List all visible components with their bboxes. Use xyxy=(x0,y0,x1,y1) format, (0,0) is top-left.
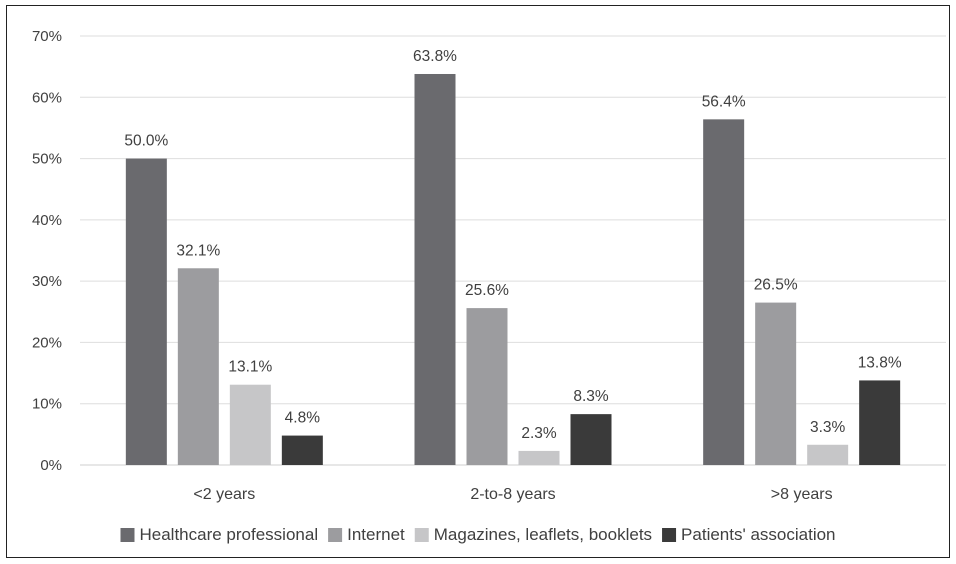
bar xyxy=(570,414,612,465)
bar xyxy=(125,158,167,466)
x-tick-label: <2 years xyxy=(193,486,255,503)
legend-item: Magazines, leaflets, booklets xyxy=(414,525,652,544)
legend-swatch xyxy=(662,528,677,542)
bar xyxy=(859,380,901,465)
legend-label: Internet xyxy=(347,525,405,544)
bar xyxy=(703,119,745,465)
y-tick-label: 20% xyxy=(32,334,62,351)
data-label: 2.3% xyxy=(521,425,557,442)
legend: Healthcare professional Internet Magazines… xyxy=(120,525,836,544)
y-tick-label: 60% xyxy=(32,89,62,106)
legend-item: Healthcare professional xyxy=(120,525,318,544)
data-label: 63.8% xyxy=(413,48,457,65)
gridlines xyxy=(80,35,946,466)
bars xyxy=(125,73,901,466)
data-label: 8.3% xyxy=(573,388,609,405)
data-labels: 50.0% 32.1% 13.1% 4.8% 63.8% 25.6% 2.3% 8.3% 56.… xyxy=(124,48,902,442)
y-tick-label: 30% xyxy=(32,273,62,290)
y-axis-ticks: 0% 10% 20% 30% 40% 50% 60% 70% xyxy=(32,28,62,474)
data-label: 25.6% xyxy=(465,282,509,299)
x-tick-label: 2-to-8 years xyxy=(470,486,555,503)
data-label: 26.5% xyxy=(754,277,798,294)
data-label: 3.3% xyxy=(810,419,846,436)
bar xyxy=(177,268,219,465)
x-axis-categories: <2 years 2-to-8 years >8 years xyxy=(193,486,832,503)
legend-label: Patients' association xyxy=(681,525,835,544)
data-label: 4.8% xyxy=(285,410,321,427)
bar xyxy=(518,450,560,465)
bar xyxy=(281,435,323,465)
legend-item: Internet xyxy=(328,525,405,544)
legend-swatch xyxy=(328,528,343,542)
y-tick-label: 40% xyxy=(32,212,62,229)
legend-label: Healthcare professional xyxy=(139,525,318,544)
bar xyxy=(807,444,849,465)
data-label: 13.1% xyxy=(228,359,272,376)
data-label: 56.4% xyxy=(702,93,746,110)
y-tick-label: 70% xyxy=(32,28,62,45)
legend-swatch xyxy=(414,528,429,542)
bar xyxy=(414,73,456,466)
bar xyxy=(755,302,797,465)
x-tick-label: >8 years xyxy=(771,486,833,503)
data-label: 32.1% xyxy=(176,242,220,259)
legend-label: Magazines, leaflets, booklets xyxy=(434,525,652,544)
legend-swatch xyxy=(120,528,135,542)
bar xyxy=(229,384,271,465)
bar xyxy=(466,308,508,465)
data-label: 13.8% xyxy=(858,354,902,371)
legend-item: Patients' association xyxy=(662,525,836,544)
y-tick-label: 0% xyxy=(40,457,62,474)
data-label: 50.0% xyxy=(124,133,168,150)
y-tick-label: 50% xyxy=(32,151,62,168)
y-tick-label: 10% xyxy=(32,396,62,413)
